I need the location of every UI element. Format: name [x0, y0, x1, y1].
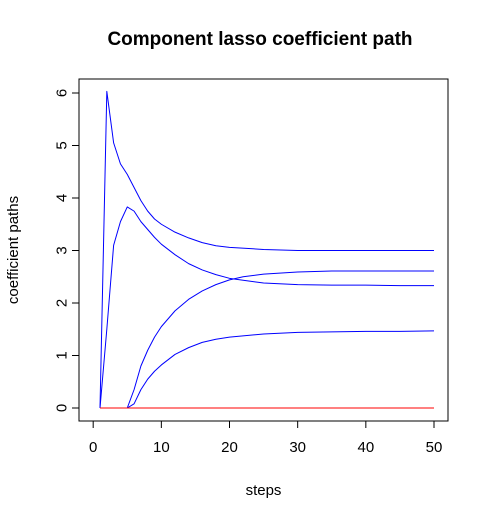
x-tick-label: 20	[221, 439, 238, 456]
y-tick-label: 4	[54, 194, 71, 202]
x-tick-label: 40	[357, 439, 374, 456]
series-line-4	[100, 330, 435, 409]
y-tick-label: 2	[54, 299, 71, 307]
y-tick-label: 0	[54, 404, 71, 412]
x-axis-label: steps	[246, 482, 282, 499]
x-tick-label: 10	[153, 439, 170, 456]
chart-title: Component lasso coefficient path	[107, 29, 412, 50]
x-tick-label: 0	[89, 439, 97, 456]
series-line-2	[99, 206, 434, 409]
x-tick-label: 30	[289, 439, 306, 456]
y-tick-label: 3	[54, 246, 71, 254]
x-tick-label: 50	[426, 439, 443, 456]
x-axis: 0 10 20 30 40 50	[89, 420, 443, 456]
series-line-1	[99, 90, 434, 409]
y-axis-label: coefficient paths	[5, 196, 22, 304]
y-tick-label: 6	[54, 89, 71, 97]
series-line-3	[100, 270, 434, 409]
y-axis: 0 1 2 3 4 5 6	[54, 89, 80, 412]
series-layer	[99, 90, 435, 409]
y-tick-label: 1	[54, 351, 71, 359]
y-tick-label: 5	[54, 141, 71, 149]
